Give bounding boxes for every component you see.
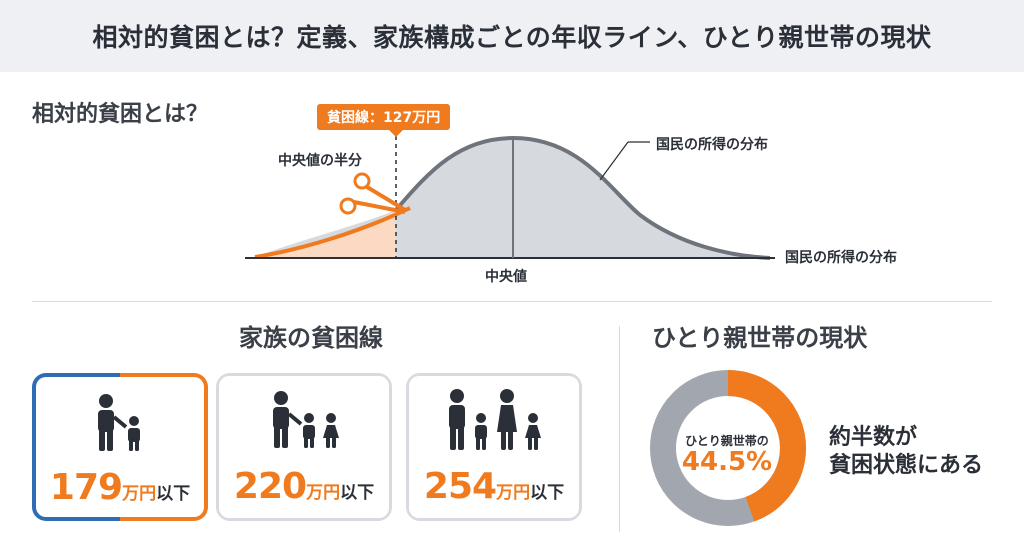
amount-unit: 万円 [122, 484, 157, 504]
half-median-label: 中央値の半分 [278, 153, 362, 169]
leader-line [599, 141, 629, 181]
poverty-amount: 179 [49, 467, 123, 508]
distribution-label-axis: 国民の所得の分布 [785, 250, 897, 266]
below-poverty-area [255, 210, 396, 258]
scissors-icon [339, 172, 407, 215]
donut-poverty-segment [650, 370, 806, 526]
poverty-curve [254, 206, 411, 259]
amount-unit: 万円 [306, 483, 341, 503]
single-parent-title: ひとり親世帯の現状 [652, 324, 868, 352]
family-card-1[interactable]: 179万円以下 [32, 373, 208, 521]
distribution-curve [394, 135, 771, 260]
single-parent-donut-chart [650, 370, 806, 526]
relative-poverty-title: 相対的貧困とは？ [32, 102, 209, 127]
single-parent-summary: 約半数が 貧困状態にある [829, 424, 983, 480]
income-distribution-diagram [245, 128, 775, 260]
family-poverty-title: 家族の貧困線 [239, 324, 383, 352]
summary-line-1: 約半数が [829, 425, 918, 450]
header-bar: 相対的貧困とは？定義、家族構成ごとの年収ライン、ひとり親世帯の現状 [0, 0, 1024, 72]
parent-two-children-icon [273, 391, 339, 448]
median-label: 中央値 [485, 269, 527, 285]
amount-suffix: 以下 [340, 483, 375, 503]
family-card-2[interactable]: 220万円以下 [216, 373, 392, 521]
poverty-amount: 220 [233, 466, 307, 507]
amount-suffix: 以下 [530, 483, 565, 503]
family-card-3[interactable]: 254万円以下 [406, 373, 582, 521]
amount-unit: 万円 [496, 483, 531, 503]
poverty-line-badge: 貧困線：127万円 [317, 104, 451, 137]
column-divider [619, 326, 620, 532]
poverty-amount: 254 [423, 466, 497, 507]
two-parents-two-children-icon [449, 389, 541, 450]
donut-percentage: 44.5% [681, 447, 773, 477]
parent-one-child-icon [98, 394, 140, 451]
summary-line-2: 貧困状態にある [829, 453, 984, 478]
donut-label: ひとり親世帯の [685, 434, 769, 448]
distribution-label-top: 国民の所得の分布 [656, 137, 768, 153]
amount-suffix: 以下 [156, 484, 191, 504]
page-title: 相対的貧困とは？定義、家族構成ごとの年収ライン、ひとり親世帯の現状 [92, 23, 932, 52]
section-divider [32, 301, 992, 302]
